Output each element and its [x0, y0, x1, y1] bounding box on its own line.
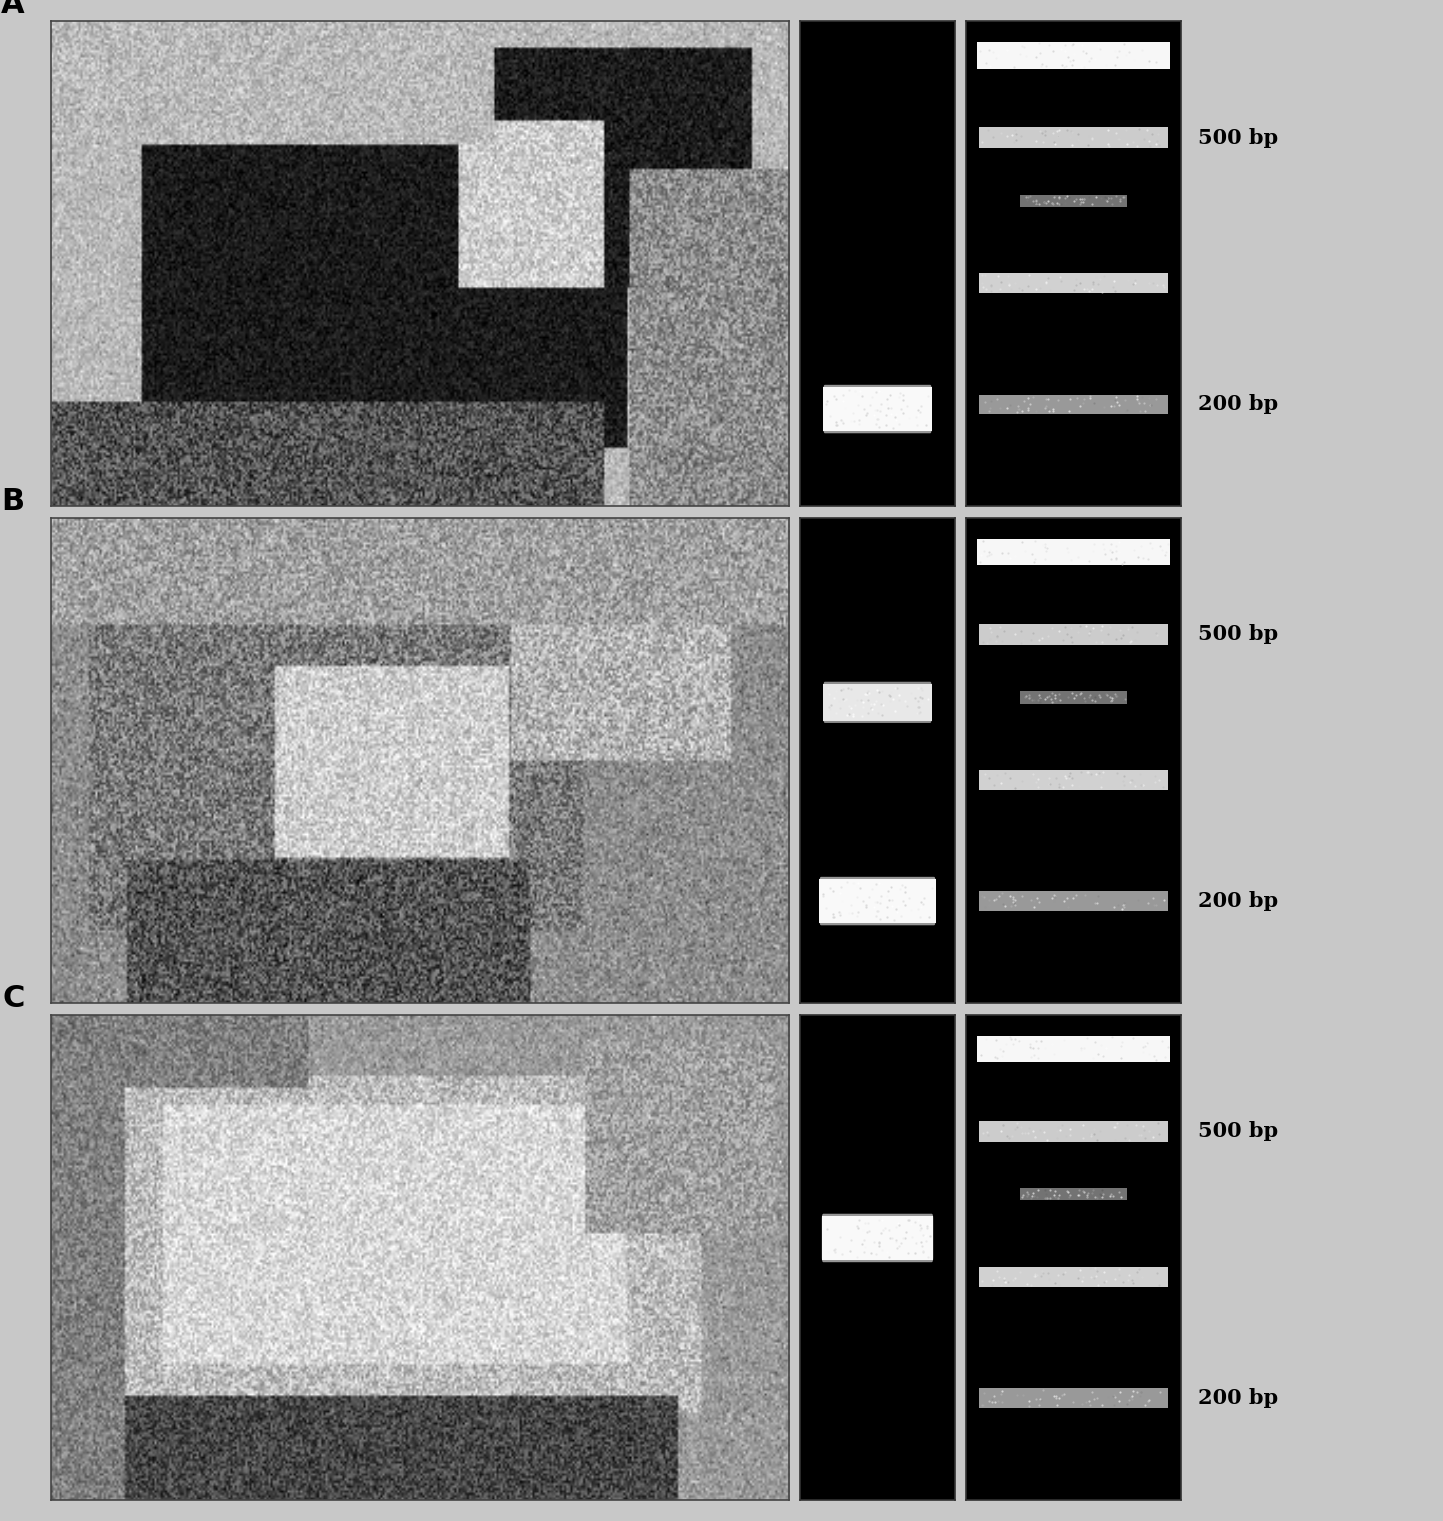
FancyBboxPatch shape: [823, 1214, 934, 1262]
Bar: [977, 1036, 1170, 1062]
Bar: [823, 1217, 934, 1259]
Text: 500 bp: 500 bp: [1198, 128, 1278, 148]
FancyBboxPatch shape: [824, 681, 932, 722]
Bar: [977, 538, 1170, 566]
Bar: [980, 128, 1167, 148]
Bar: [980, 624, 1167, 645]
Text: C: C: [3, 984, 25, 1013]
Bar: [980, 1121, 1167, 1142]
Text: A: A: [1, 0, 25, 18]
Bar: [980, 1267, 1167, 1287]
Text: 200 bp: 200 bp: [1198, 394, 1278, 414]
Text: 200 bp: 200 bp: [1198, 1389, 1278, 1408]
Bar: [824, 388, 932, 430]
Bar: [980, 272, 1167, 294]
Bar: [1020, 692, 1127, 704]
Bar: [1020, 1188, 1127, 1200]
Bar: [977, 43, 1170, 68]
Text: B: B: [1, 487, 25, 516]
FancyBboxPatch shape: [820, 876, 935, 925]
FancyBboxPatch shape: [824, 385, 932, 433]
Text: 500 bp: 500 bp: [1198, 625, 1278, 645]
Text: 200 bp: 200 bp: [1198, 891, 1278, 911]
Bar: [1020, 195, 1127, 207]
Bar: [824, 684, 932, 721]
Bar: [980, 770, 1167, 789]
Bar: [980, 1389, 1167, 1407]
Bar: [820, 879, 935, 923]
Text: 500 bp: 500 bp: [1198, 1121, 1278, 1141]
Bar: [980, 891, 1167, 911]
Bar: [980, 394, 1167, 414]
